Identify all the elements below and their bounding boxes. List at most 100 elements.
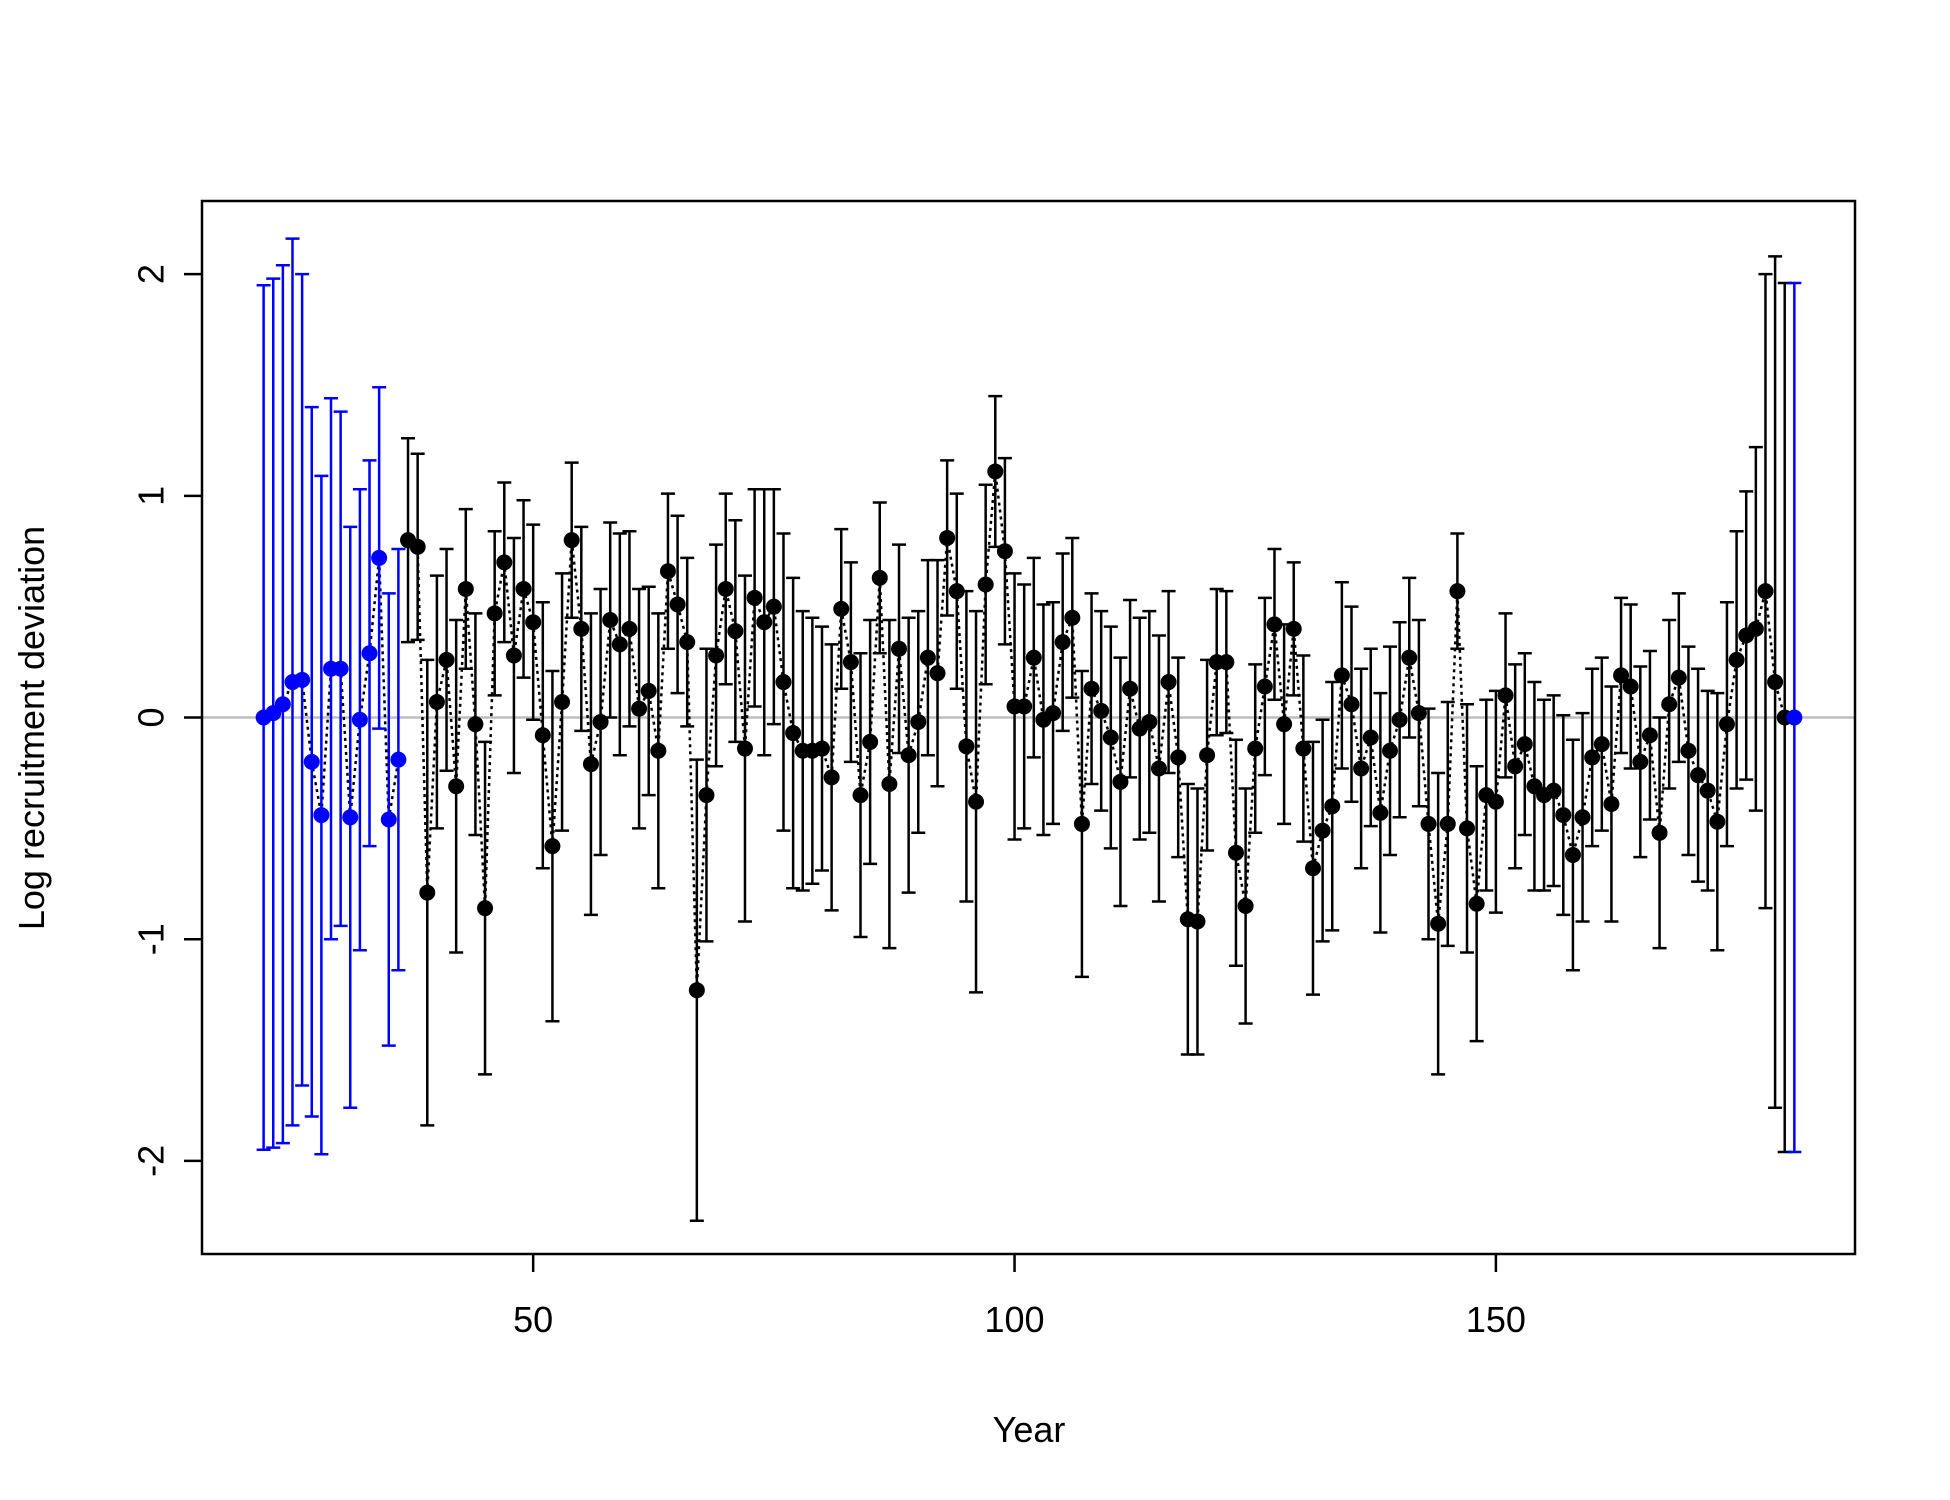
point [881, 776, 898, 793]
point [1025, 649, 1042, 666]
x-axis-label: Year [993, 1409, 1066, 1450]
y-tick-label: 1 [131, 486, 172, 506]
point [650, 742, 667, 759]
point [573, 620, 590, 637]
point [582, 756, 599, 773]
point [505, 647, 522, 664]
point [891, 640, 908, 657]
point [977, 576, 994, 593]
point [428, 694, 445, 711]
point [313, 807, 330, 824]
point [1641, 727, 1658, 744]
point [1170, 749, 1187, 766]
point [1757, 583, 1774, 600]
point [1574, 809, 1591, 826]
point [1401, 649, 1418, 666]
point [631, 700, 648, 717]
point [1256, 678, 1273, 695]
connecting-line [263, 557, 400, 820]
point [1593, 736, 1610, 753]
y-tick-label: -1 [131, 923, 172, 955]
y-tick-label: 2 [131, 264, 172, 284]
point [380, 811, 397, 828]
point [996, 543, 1013, 560]
point [1767, 674, 1784, 691]
point [1314, 822, 1331, 839]
point [1622, 678, 1639, 695]
point [823, 769, 840, 786]
point [871, 569, 888, 586]
point [1439, 815, 1456, 832]
point [477, 900, 494, 917]
point [294, 671, 311, 688]
point [948, 583, 965, 600]
point [1045, 705, 1062, 722]
point [1420, 815, 1437, 832]
point [1102, 729, 1119, 746]
point [1603, 795, 1620, 812]
y-axis-label: Log recruitment deviation [11, 526, 52, 930]
point [303, 753, 320, 770]
point [332, 660, 349, 677]
point [1718, 716, 1735, 733]
point [1699, 782, 1716, 799]
point [785, 725, 802, 742]
point [419, 884, 436, 901]
point [1747, 620, 1764, 637]
point [1651, 824, 1668, 841]
point [708, 647, 725, 664]
point [611, 636, 628, 653]
point [698, 787, 715, 804]
point [1661, 696, 1678, 713]
point [1362, 729, 1379, 746]
point [736, 740, 753, 757]
point [1295, 740, 1312, 757]
point [813, 740, 830, 757]
point [274, 696, 291, 713]
point [1555, 807, 1572, 824]
point [1093, 702, 1110, 719]
point [842, 654, 859, 671]
point [1372, 804, 1389, 821]
point [852, 787, 869, 804]
point [1545, 782, 1562, 799]
point [775, 674, 792, 691]
point [900, 747, 917, 764]
point [833, 600, 850, 617]
point [1728, 651, 1745, 668]
point [1680, 742, 1697, 759]
point [1343, 696, 1360, 713]
point [1247, 740, 1264, 757]
x-tick-label: 100 [985, 1299, 1045, 1340]
point [1632, 753, 1649, 770]
point [958, 738, 975, 755]
point [688, 982, 705, 999]
point [1276, 716, 1293, 733]
point [1285, 620, 1302, 637]
point [1112, 773, 1129, 790]
point [602, 611, 619, 628]
point [919, 649, 936, 666]
point [1613, 667, 1630, 684]
point [342, 809, 359, 826]
point [1382, 742, 1399, 759]
point [515, 580, 532, 597]
point [1468, 895, 1485, 912]
point [448, 778, 465, 795]
point [1391, 711, 1408, 728]
point [525, 614, 542, 631]
x-tick-label: 50 [513, 1299, 553, 1340]
point [968, 793, 985, 810]
point [1459, 820, 1476, 837]
point [1497, 687, 1514, 704]
point [1690, 767, 1707, 784]
point [1487, 793, 1504, 810]
point [717, 580, 734, 597]
point [1333, 667, 1350, 684]
point [1199, 747, 1216, 764]
point [592, 713, 609, 730]
point [1073, 815, 1090, 832]
point [1083, 680, 1100, 697]
point [1516, 736, 1533, 753]
point [563, 532, 580, 549]
